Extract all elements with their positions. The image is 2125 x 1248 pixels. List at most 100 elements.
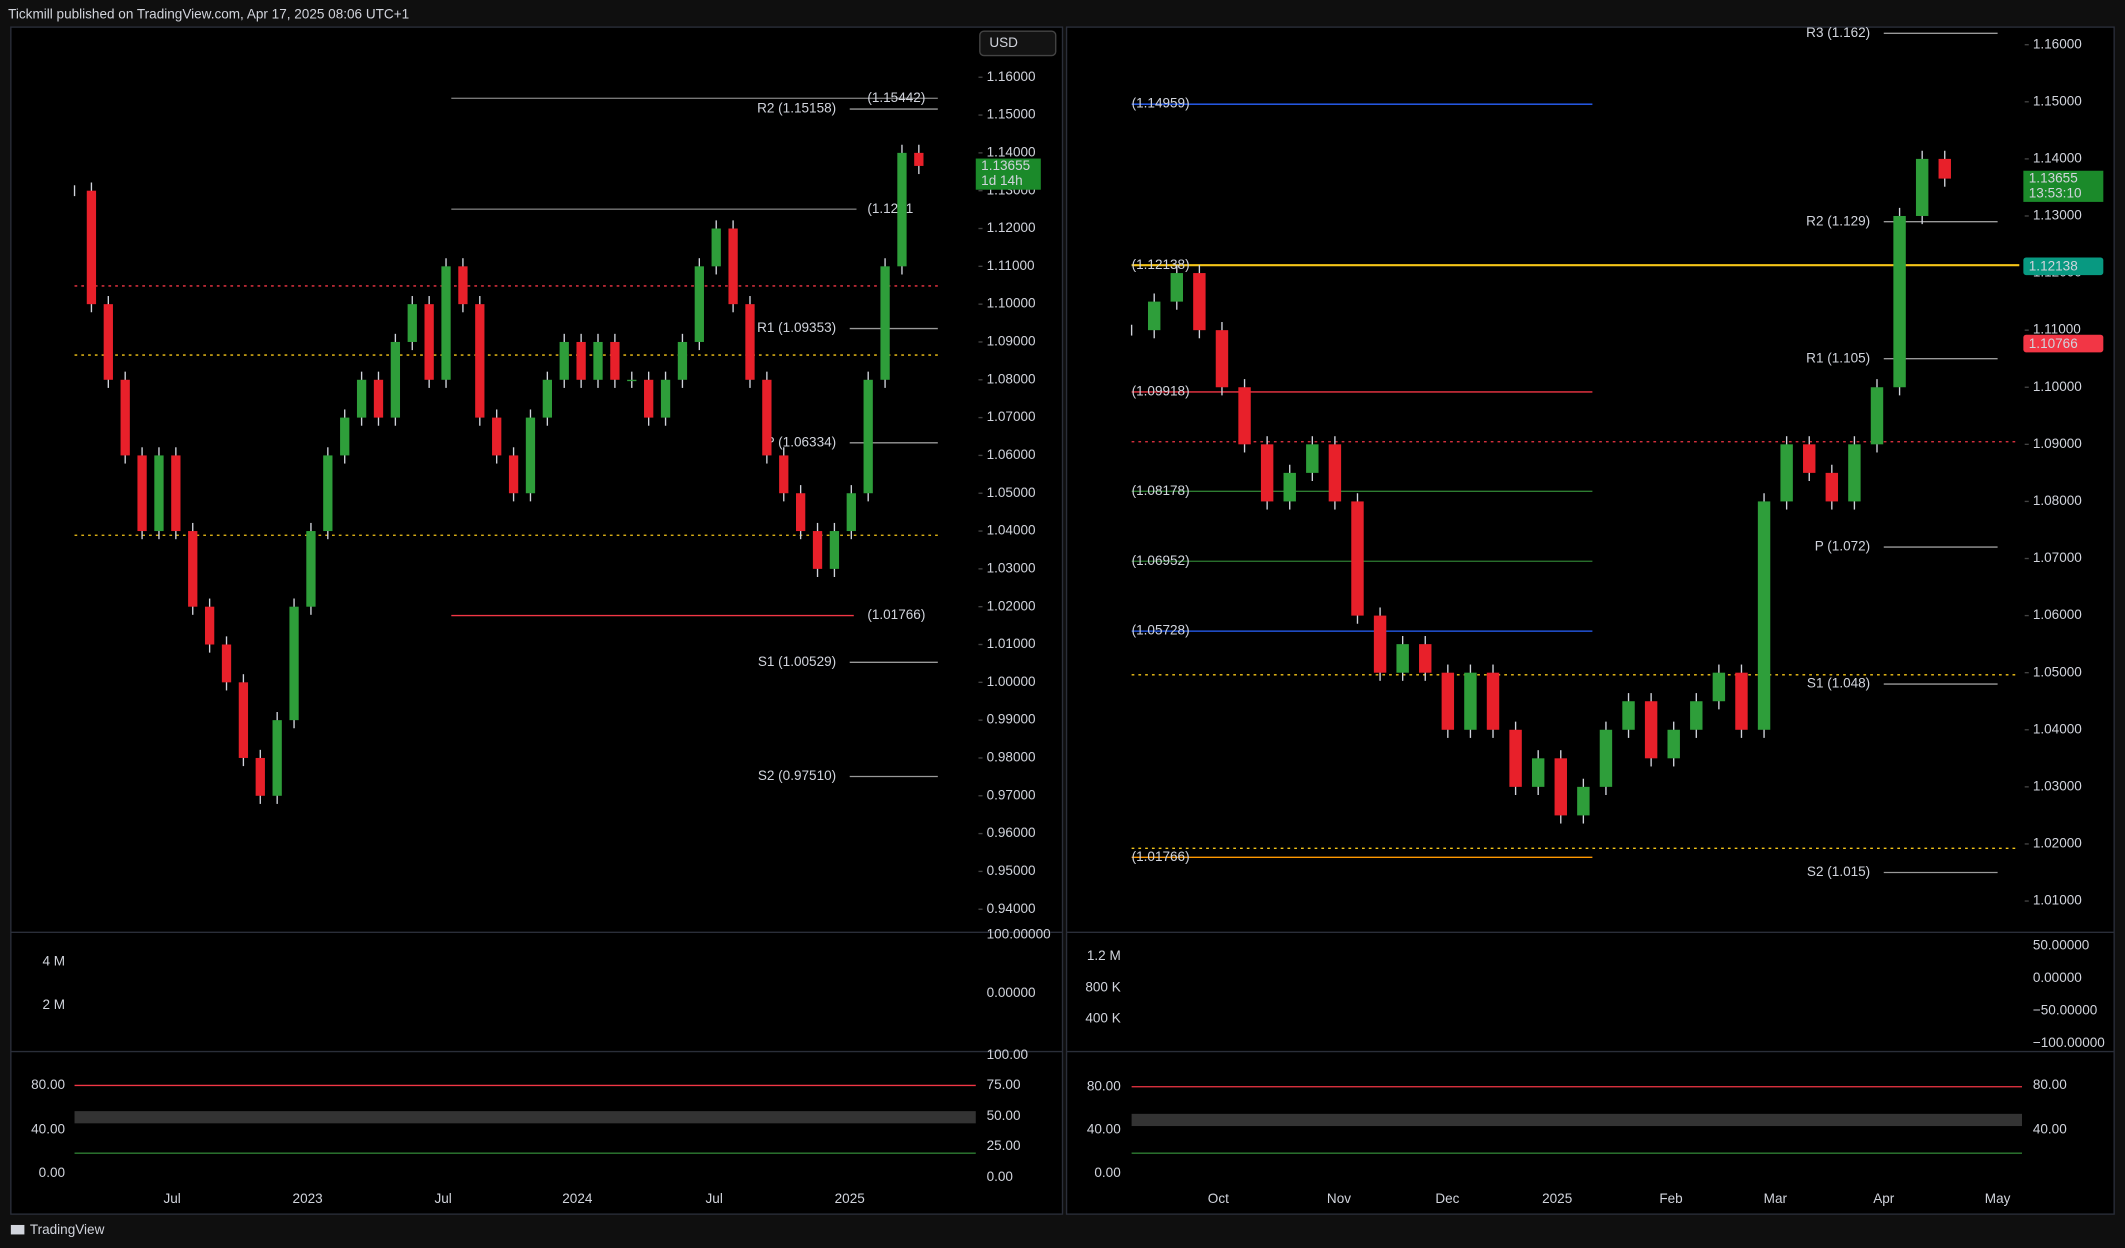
candle	[1260, 444, 1274, 502]
macd-label: 100.00000	[987, 927, 1051, 942]
candle	[542, 379, 552, 418]
currency: USD	[989, 35, 1018, 50]
candle	[745, 304, 755, 380]
price-label: 1.10000	[987, 296, 1036, 311]
time-label: Jul	[706, 1191, 723, 1206]
price-label: 1.00000	[987, 674, 1036, 689]
candle	[306, 531, 316, 607]
stoch-label: 40.00	[2033, 1122, 2067, 1137]
stoch-label: 25.00	[987, 1138, 1021, 1153]
time-label: 2025	[1542, 1191, 1572, 1206]
price-label: 0.98000	[987, 750, 1036, 765]
price-label: 1.06000	[2033, 607, 2082, 622]
price-label: 1.03000	[2033, 778, 2082, 793]
price-label: 1.02000	[987, 598, 1036, 613]
price-label: 1.12000	[987, 220, 1036, 235]
candle	[1373, 615, 1387, 673]
candle	[610, 341, 620, 380]
price-label: 1.01000	[987, 636, 1036, 651]
price-label: 1.10000	[2033, 379, 2082, 394]
candle	[1803, 444, 1816, 473]
candle	[1712, 672, 1726, 702]
time-label: May	[1985, 1191, 2011, 1206]
candle	[897, 152, 907, 267]
candle	[1238, 387, 1251, 445]
level-label: S2 (0.97510)	[758, 768, 836, 783]
level-label: P (1.06334)	[766, 434, 837, 449]
macd-label: −100.00000	[2033, 1035, 2105, 1050]
candle	[795, 493, 806, 532]
price-label: 1.04000	[987, 523, 1036, 538]
level-label: P (1.072)	[1815, 539, 1870, 554]
candle	[1147, 301, 1161, 331]
candle	[1599, 729, 1613, 787]
candle	[1306, 444, 1319, 473]
macd-label: 0.00000	[987, 985, 1036, 1000]
candle	[1757, 501, 1771, 730]
candle	[711, 228, 721, 267]
candle	[86, 190, 97, 305]
price-label: 0.99000	[987, 712, 1036, 727]
price-label: 1.05000	[2033, 664, 2082, 679]
price-label: 1.09000	[987, 334, 1036, 349]
time-label: Jul	[163, 1191, 180, 1206]
level-label: (1.06952)	[1132, 553, 1190, 568]
currency-box[interactable]	[979, 30, 1057, 57]
price-label: 0.97000	[987, 787, 1036, 802]
price-tag	[2023, 170, 2104, 202]
candle	[1735, 672, 1748, 730]
candle	[1441, 672, 1455, 730]
price-tag-timer: 13:53:10	[2029, 185, 2082, 200]
price-tag-timer: 1d 14h	[981, 173, 1022, 188]
time-label: Nov	[1327, 1191, 1351, 1206]
candle	[103, 304, 113, 380]
level-label: R2 (1.129)	[1806, 213, 1870, 228]
price-label: 0.94000	[987, 901, 1036, 916]
candle	[779, 455, 789, 494]
brand: TradingView	[30, 1222, 105, 1237]
candle	[1780, 444, 1793, 502]
candle	[1644, 701, 1658, 759]
candle	[1283, 472, 1296, 502]
level-label: S1 (1.00529)	[758, 654, 836, 669]
price-label: 1.11000	[2033, 322, 2081, 337]
price-label: 1.08000	[2033, 493, 2082, 508]
candle	[1915, 158, 1929, 216]
macd-label: 50.00000	[2033, 937, 2090, 952]
macd-label: 0.00000	[2033, 970, 2082, 985]
right-panel	[1065, 26, 2115, 1215]
candle	[373, 379, 384, 418]
header: Tickmill published on TradingView.com, A…	[8, 6, 409, 21]
candle	[188, 531, 198, 607]
candle	[1825, 472, 1839, 502]
stoch-label: 40.00	[31, 1122, 65, 1137]
candle	[846, 493, 856, 532]
level-label: R1 (1.105)	[1806, 350, 1870, 365]
level-label: (1.01766)	[867, 607, 925, 622]
candle	[1531, 758, 1545, 787]
volume-label: 400 K	[1085, 1011, 1120, 1026]
level-label: S1 (1.048)	[1807, 676, 1870, 691]
candle	[356, 379, 367, 418]
candle	[863, 379, 873, 494]
stoch-label: 0.00	[39, 1165, 65, 1180]
price-tag	[975, 158, 1041, 190]
candle	[441, 266, 451, 380]
price-label: 1.07000	[987, 409, 1036, 424]
candle	[272, 720, 282, 796]
price-label: 1.01000	[2033, 893, 2082, 908]
price-label: 1.11000	[987, 258, 1035, 273]
volume-label: 4 M	[42, 954, 65, 969]
volume-label: 2 M	[42, 997, 65, 1012]
stoch-label: 80.00	[2033, 1077, 2067, 1092]
alert-tag	[2023, 334, 2104, 353]
price-tag-value: 1.13655	[2029, 170, 2078, 185]
price-label: 1.02000	[2033, 836, 2082, 851]
candle	[829, 531, 840, 569]
candle	[458, 266, 468, 305]
candle	[137, 455, 147, 532]
price-label: 1.14000	[2033, 150, 2082, 165]
stoch-label: 40.00	[1087, 1122, 1121, 1137]
